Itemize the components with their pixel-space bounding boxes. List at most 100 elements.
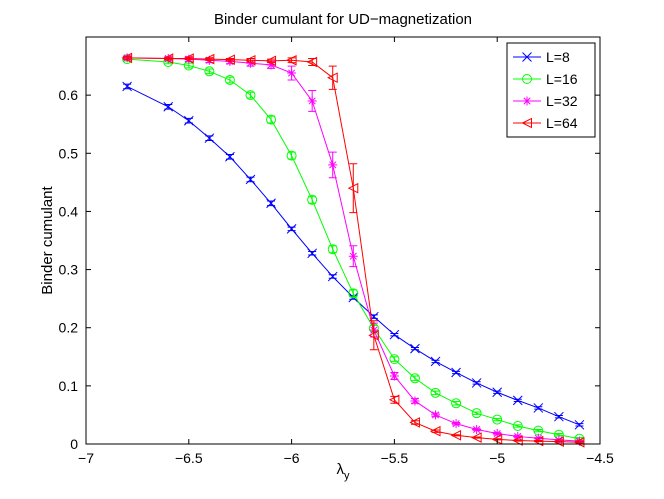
data-point xyxy=(431,410,441,420)
legend-marker xyxy=(521,117,532,129)
x-tick-label: −5.5 xyxy=(381,450,409,466)
data-point xyxy=(533,403,544,413)
data-point xyxy=(429,425,441,437)
y-tick-label: 0.2 xyxy=(59,320,79,336)
error-bar xyxy=(410,375,419,382)
data-point xyxy=(389,354,400,365)
error-bar xyxy=(328,65,337,90)
data-point xyxy=(573,436,585,448)
data-point xyxy=(224,54,235,65)
data-point xyxy=(574,436,584,446)
x-axis-label-main: λ xyxy=(337,461,345,478)
x-axis-label: λy xyxy=(337,461,351,482)
series-line xyxy=(126,85,580,426)
data-point xyxy=(328,160,338,170)
data-point xyxy=(162,53,174,64)
data-point xyxy=(512,395,523,406)
data-point xyxy=(472,424,482,434)
x-tick-label: −7 xyxy=(78,450,94,466)
legend-marker xyxy=(522,52,532,62)
data-point xyxy=(307,96,317,106)
y-tick-label: 0.5 xyxy=(59,145,79,161)
data-point xyxy=(183,115,194,126)
data-point xyxy=(286,224,297,234)
data-point xyxy=(204,133,215,144)
series-line xyxy=(127,57,580,443)
legend-label: L=16 xyxy=(546,71,578,87)
data-point xyxy=(245,174,256,185)
legend-box xyxy=(506,42,596,138)
error-bar xyxy=(369,320,378,351)
x-axis-label-subscript: y xyxy=(344,470,350,482)
data-point xyxy=(409,417,420,428)
data-point xyxy=(245,58,255,68)
y-tick-label: 0.4 xyxy=(59,203,79,219)
data-point xyxy=(368,329,379,341)
data-point xyxy=(327,271,338,282)
error-bar xyxy=(246,91,255,99)
data-point xyxy=(307,194,318,205)
data-point xyxy=(554,411,564,422)
legend-label: L=8 xyxy=(546,49,570,65)
error-bar xyxy=(534,428,543,433)
data-point xyxy=(389,371,399,381)
data-point xyxy=(327,72,338,84)
data-point xyxy=(347,182,359,194)
data-point xyxy=(574,419,585,430)
data-point xyxy=(409,373,420,384)
data-point xyxy=(285,54,297,66)
x-tick-label: −4.5 xyxy=(586,450,614,466)
data-point xyxy=(450,429,462,441)
data-point xyxy=(471,378,482,388)
y-axis-label: Binder cumulant xyxy=(39,185,56,294)
tick-layer: −7 −6.5 −6 −5.5 −5 −4.5 0 0.1 0.2 0.3 0.4 0.5 0.6 xyxy=(59,37,614,466)
x-tick-label: −6.5 xyxy=(175,450,203,466)
data-point xyxy=(471,408,482,419)
data-point xyxy=(286,150,297,161)
error-bar xyxy=(513,424,522,428)
data-point xyxy=(492,387,503,398)
series-l8 xyxy=(122,81,585,430)
data-point xyxy=(121,52,133,64)
x-tick-label: −6 xyxy=(284,450,300,466)
data-point xyxy=(306,56,318,68)
data-point xyxy=(389,329,400,340)
legend-marker xyxy=(522,74,532,84)
legend-label: L=64 xyxy=(546,115,578,131)
data-point xyxy=(410,396,420,406)
data-point xyxy=(451,367,461,378)
y-tick-label: 0.3 xyxy=(59,262,79,278)
data-point xyxy=(451,419,461,429)
data-point xyxy=(183,53,194,64)
error-bar xyxy=(225,76,234,84)
data-point xyxy=(266,198,276,209)
data-point xyxy=(244,54,256,66)
data-point xyxy=(287,68,297,78)
data-point xyxy=(203,53,215,65)
error-bar xyxy=(431,390,440,396)
series-line xyxy=(127,58,580,440)
x-tick-label: −5 xyxy=(489,450,505,466)
data-point xyxy=(430,387,441,398)
legend: L=8 L=16 L=32 L=64 xyxy=(506,42,596,138)
data-point xyxy=(348,251,358,261)
data-point xyxy=(388,394,400,406)
legend-marker xyxy=(522,96,532,106)
error-bar xyxy=(493,417,502,422)
y-tick-label: 0 xyxy=(70,436,78,452)
data-point xyxy=(533,433,543,443)
chart-title: Binder cumulant for UD−magnetization xyxy=(214,11,472,28)
data-point xyxy=(492,414,503,425)
series-line xyxy=(127,57,580,442)
error-bar xyxy=(205,68,214,75)
series-l64 xyxy=(121,52,585,448)
data-point xyxy=(532,435,544,447)
legend-entry: L=64 xyxy=(513,115,578,131)
legend-entry: L=16 xyxy=(513,71,578,87)
data-point xyxy=(266,60,276,70)
data-point xyxy=(204,66,215,77)
data-point xyxy=(163,101,174,112)
error-bar xyxy=(349,163,358,214)
data-point xyxy=(122,81,132,92)
data-point xyxy=(225,151,235,162)
